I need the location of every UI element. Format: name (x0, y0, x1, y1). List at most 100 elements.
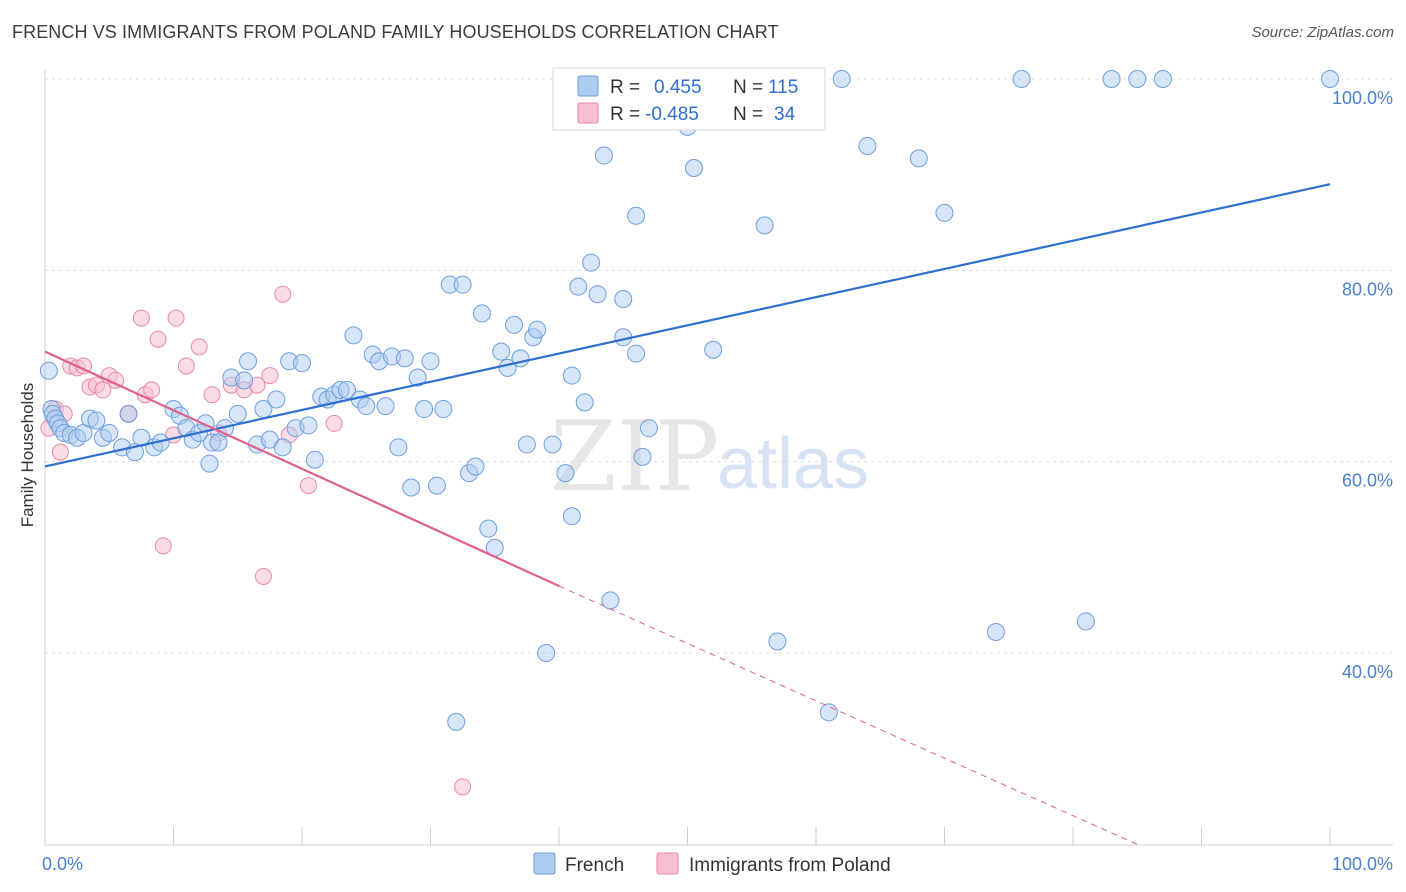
french-point (755, 216, 774, 235)
bottom-legend-poland-label: Immigrants from Poland (689, 855, 891, 876)
poland-point (454, 778, 472, 796)
french-point (119, 404, 138, 423)
french-point (395, 349, 414, 368)
poland-point (325, 414, 343, 432)
french-point (293, 354, 311, 373)
legend-box: R = 0.455 N = 115 R = -0.485 N = 34 (552, 67, 826, 131)
poland-point (274, 285, 292, 303)
french-point (453, 275, 472, 294)
french-point (228, 404, 247, 423)
french-point (100, 423, 119, 442)
legend-french-r-value: 0.455 (654, 77, 702, 98)
poland-point (254, 567, 272, 585)
poland-point (94, 381, 112, 399)
french-point (627, 344, 646, 363)
y-axis-label: Family Households (18, 383, 37, 528)
legend-poland-r-value: -0.485 (645, 104, 699, 125)
french-point (479, 519, 498, 538)
french-point (1128, 70, 1147, 88)
y-tick-label: 80.0% (1342, 279, 1393, 299)
french-point (267, 390, 286, 409)
poland-point (299, 477, 317, 495)
bottom-legend-poland-swatch (656, 852, 679, 875)
french-point (639, 419, 658, 438)
watermark-atlas: atlas (717, 424, 869, 504)
y-tick-label: 60.0% (1342, 471, 1393, 491)
x-tick-label-max: 100.0% (1332, 854, 1393, 874)
french-point (633, 447, 652, 466)
bottom-legend: French Immigrants from Poland (533, 852, 891, 876)
french-point (556, 464, 575, 483)
french-point (492, 342, 511, 361)
french-point (935, 203, 954, 222)
french-point (684, 158, 703, 177)
poland-point (203, 386, 221, 404)
french-point (704, 340, 723, 359)
bottom-legend-french-swatch (533, 852, 556, 875)
french-point (200, 454, 219, 473)
french-point (1076, 612, 1095, 631)
french-point (528, 320, 547, 339)
french-point (986, 622, 1005, 641)
french-point (344, 326, 363, 345)
french-point (537, 644, 556, 662)
legend-french-n-value: 115 (768, 77, 798, 98)
french-point (239, 352, 258, 371)
legend-poland-n-value: 34 (774, 104, 796, 125)
legend-french-swatch (577, 75, 599, 97)
french-point (1321, 70, 1339, 88)
legend-french-n-label: N = (733, 77, 763, 98)
french-point (421, 352, 440, 371)
french-point (614, 290, 633, 309)
french-point (466, 457, 485, 476)
bottom-legend-french-label: French (565, 855, 624, 876)
french-point (376, 397, 395, 416)
french-point (768, 632, 787, 651)
french-point (832, 70, 851, 88)
french-point (627, 206, 646, 225)
french-point (337, 380, 356, 399)
poland-point (51, 443, 69, 461)
french-point (305, 450, 324, 469)
french-point (1153, 70, 1172, 88)
french-point (427, 476, 446, 495)
french-point (517, 435, 536, 454)
poland-trend-line (44, 350, 560, 588)
french-trend-line (44, 183, 1331, 468)
y-tick-labels: 40.0% 60.0% 80.0% 100.0% (1332, 88, 1393, 682)
french-point (562, 507, 581, 526)
french-point (235, 371, 254, 390)
legend-poland-swatch (577, 102, 599, 124)
french-point (1012, 70, 1031, 88)
poland-point (154, 537, 172, 555)
poland-trend-extension (558, 585, 1138, 845)
french-point (389, 438, 408, 457)
french-point (87, 411, 106, 430)
french-point (408, 368, 427, 387)
french-point (588, 285, 607, 304)
poland-point (132, 309, 150, 327)
french-point (819, 703, 838, 722)
source-label: Source: ZipAtlas.com (1251, 24, 1394, 41)
french-point (415, 400, 434, 419)
y-tick-label: 40.0% (1342, 662, 1393, 682)
axes (44, 70, 1393, 846)
french-point (543, 435, 562, 454)
french-point (434, 400, 453, 419)
french-point (472, 304, 491, 323)
poland-point (149, 330, 167, 348)
legend-poland-r-label: R = (610, 104, 640, 125)
poland-point (177, 357, 195, 375)
french-point (575, 393, 594, 412)
poland-point (190, 338, 208, 356)
french-point (447, 712, 466, 731)
french-point (299, 416, 318, 435)
poland-point (261, 367, 279, 385)
french-point (858, 136, 877, 155)
trend-lines (44, 183, 1331, 845)
x-tick-label-min: 0.0% (42, 854, 83, 874)
poland-point (167, 309, 185, 327)
french-point (505, 315, 524, 334)
french-point (562, 366, 581, 385)
